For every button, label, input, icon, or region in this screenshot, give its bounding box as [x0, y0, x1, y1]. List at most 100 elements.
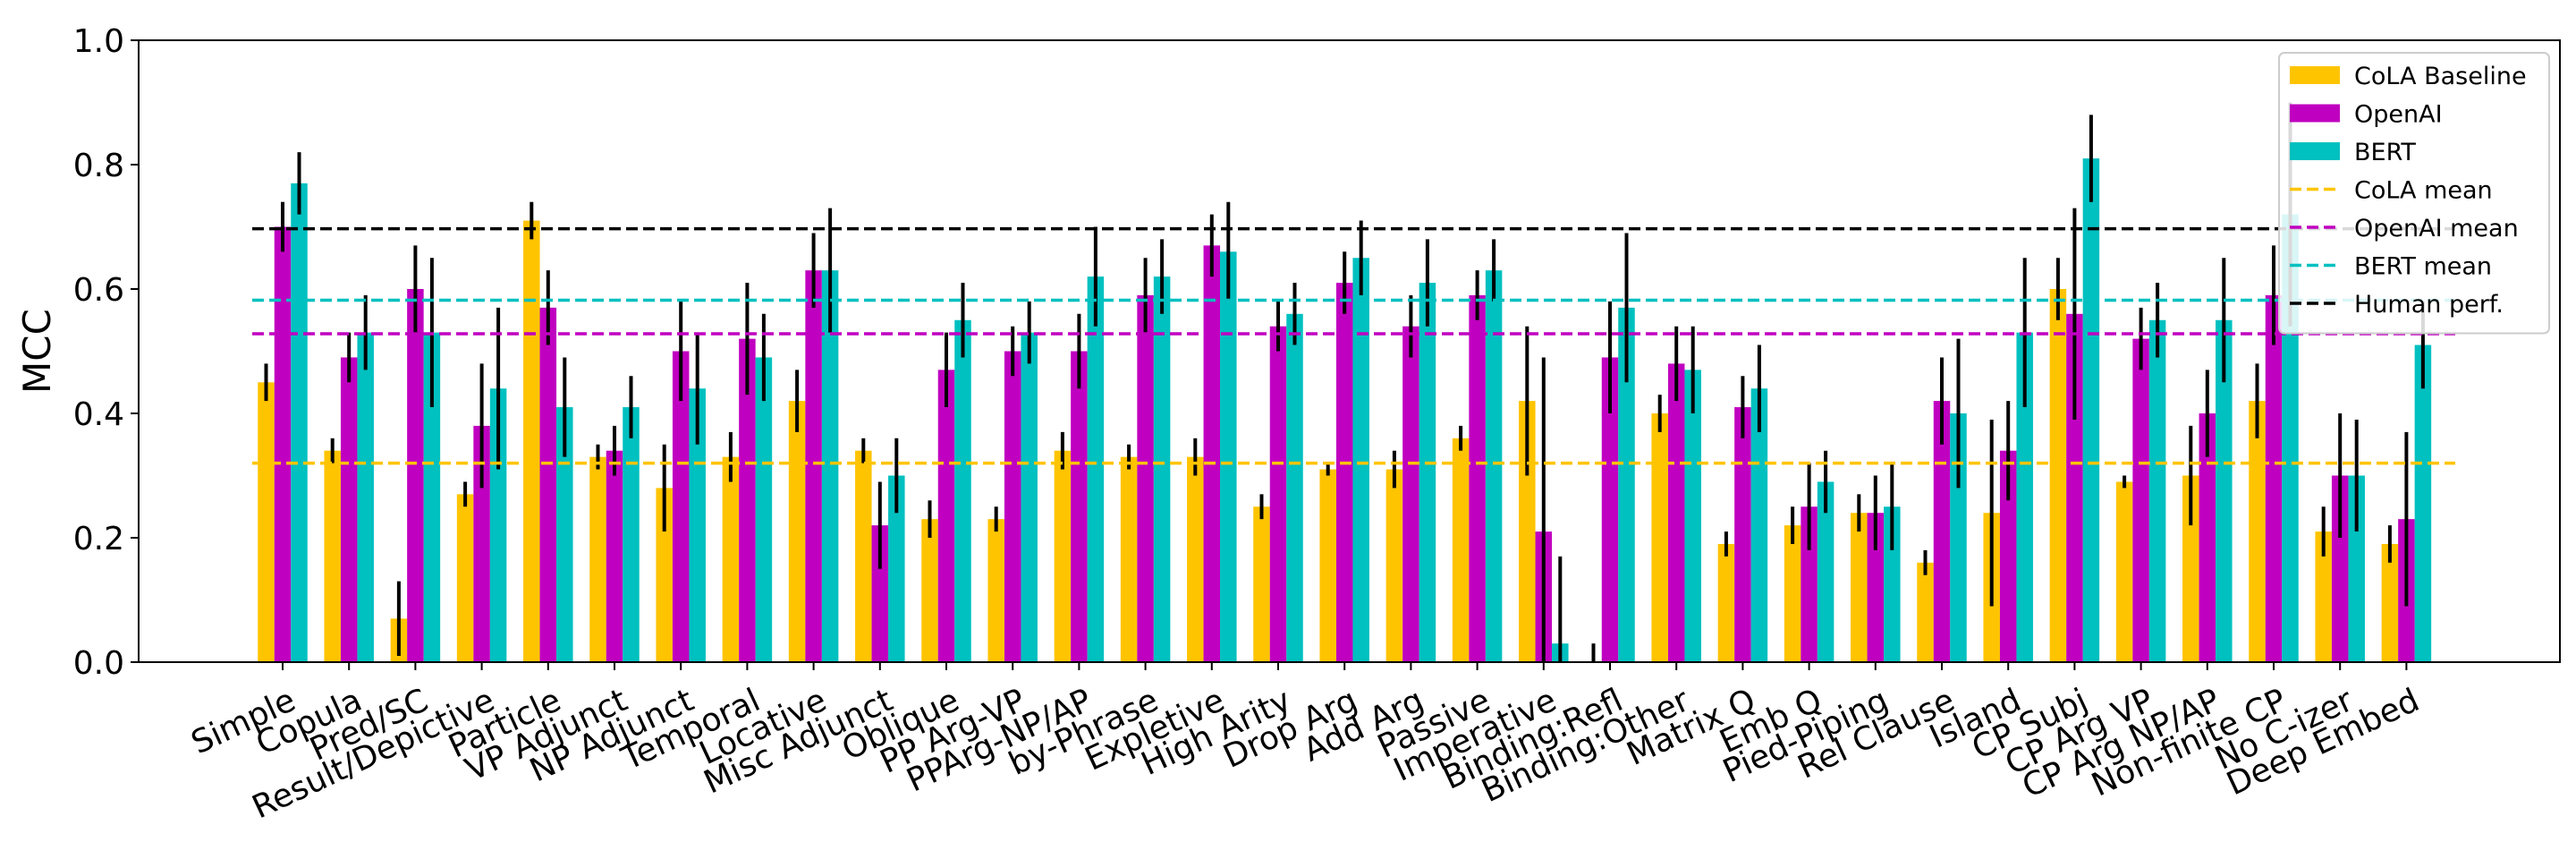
bar-cola-28 [2115, 481, 2133, 662]
bar-bert-14 [1220, 251, 1237, 662]
bar-openai-26 [1999, 450, 2017, 662]
bar-bert-21 [1684, 370, 1701, 662]
legend-label: BERT [2354, 139, 2416, 166]
bar-openai-13 [1137, 294, 1154, 662]
bar-bert-25 [1950, 413, 1967, 662]
bar-cola-5 [589, 456, 606, 662]
bar-bert-23 [1817, 481, 1835, 662]
bar-bert-10 [954, 319, 971, 662]
bar-cola-12 [1054, 450, 1072, 662]
bar-cola-14 [1187, 456, 1204, 662]
bar-cola-18 [1452, 438, 1470, 662]
bar-openai-21 [1667, 363, 1685, 662]
bar-openai-18 [1469, 294, 1486, 662]
legend-label: Human perf. [2354, 291, 2504, 319]
bar-openai-22 [1734, 407, 1751, 662]
bar-bert-9 [888, 475, 905, 662]
bar-cola-9 [855, 450, 872, 662]
bar-bert-22 [1750, 388, 1768, 662]
reference-lines-layer [252, 226, 2455, 465]
bar-bert-1 [357, 332, 374, 662]
legend-label: CoLA mean [2354, 177, 2493, 205]
bar-openai-17 [1402, 326, 1419, 662]
bar-openai-5 [606, 450, 623, 662]
y-tick-label: 0.0 [73, 645, 124, 682]
y-tick-label: 0.8 [73, 148, 124, 184]
bar-openai-11 [1004, 351, 1021, 662]
bar-bert-0 [291, 183, 308, 663]
bar-cola-32 [2381, 543, 2399, 662]
bar-cola-23 [1784, 525, 1801, 662]
bar-bert-17 [1419, 283, 1436, 662]
x-axis: SimpleCopulaPred/SCResult/DepictiveParti… [186, 662, 2425, 826]
legend-frame [2278, 52, 2550, 335]
bar-bert-12 [1087, 276, 1105, 662]
bar-cola-27 [2049, 289, 2067, 662]
legend: CoLA Baseline OpenAI BERT CoLA mean OpenAI m… [2278, 52, 2550, 335]
legend-label: CoLA Baseline [2354, 63, 2527, 90]
bar-openai-15 [1269, 326, 1287, 662]
bar-cola-7 [722, 456, 740, 662]
bar-cola-22 [1717, 543, 1735, 662]
bar-bert-20 [1618, 307, 1635, 662]
bar-cola-3 [456, 494, 474, 662]
bar-cola-29 [2182, 475, 2199, 662]
bar-bert-4 [556, 407, 573, 662]
bar-cola-4 [523, 220, 540, 663]
bar-openai-3 [473, 425, 490, 662]
bar-bert-8 [821, 270, 839, 662]
bar-openai-14 [1203, 245, 1221, 662]
bar-openai-9 [871, 525, 889, 662]
bar-bert-28 [2148, 319, 2166, 662]
y-axis: 0.0 0.2 0.4 0.6 0.8 1.0 [73, 23, 139, 682]
bar-openai-6 [672, 351, 690, 662]
bar-cola-8 [788, 401, 806, 662]
bar-cola-21 [1651, 413, 1668, 662]
bar-openai-24 [1867, 513, 1885, 662]
bar-cola-0 [258, 382, 275, 662]
bar-openai-1 [340, 357, 358, 662]
bar-openai-8 [805, 270, 822, 662]
bar-openai-30 [2265, 294, 2283, 662]
bar-openai-31 [2331, 475, 2349, 662]
bar-cola-16 [1319, 469, 1336, 662]
y-tick-label: 0.6 [73, 272, 124, 309]
bar-bert-16 [1352, 258, 1369, 662]
bar-openai-12 [1071, 351, 1088, 662]
bar-openai-7 [739, 338, 756, 662]
bar-bert-11 [1021, 332, 1038, 662]
bar-bert-27 [2082, 158, 2100, 663]
bar-bert-6 [689, 388, 706, 662]
bar-openai-2 [407, 289, 424, 662]
bar-bert-5 [623, 407, 640, 662]
bar-cola-15 [1253, 506, 1270, 662]
bar-cola-13 [1120, 456, 1138, 662]
bar-openai-23 [1801, 506, 1818, 662]
bar-openai-28 [2132, 338, 2149, 662]
bar-bert-7 [755, 357, 773, 662]
bar-openai-0 [274, 226, 292, 662]
bar-cola-11 [987, 519, 1004, 662]
bar-bert-29 [2216, 319, 2233, 662]
bar-bert-24 [1884, 506, 1901, 662]
bar-cola-31 [2315, 532, 2332, 662]
bar-cola-24 [1851, 513, 1868, 662]
bar-openai-10 [937, 370, 955, 662]
bar-openai-27 [2066, 313, 2083, 662]
bar-openai-16 [1335, 283, 1353, 662]
legend-swatch [2290, 142, 2340, 160]
bar-cola-30 [2249, 401, 2266, 662]
y-axis-label: MCC [15, 309, 59, 394]
bar-bert-3 [489, 388, 507, 662]
legend-label: OpenAI [2354, 101, 2443, 129]
bar-cola-17 [1385, 469, 1403, 662]
bar-cola-25 [1917, 562, 1934, 662]
bar-cola-6 [656, 488, 673, 662]
bar-openai-25 [1933, 401, 1951, 662]
bar-bert-31 [2348, 475, 2365, 662]
legend-label: OpenAI mean [2354, 215, 2519, 242]
bar-cola-10 [921, 519, 938, 662]
bar-cola-19 [1519, 401, 1536, 662]
bar-bert-2 [423, 332, 441, 662]
